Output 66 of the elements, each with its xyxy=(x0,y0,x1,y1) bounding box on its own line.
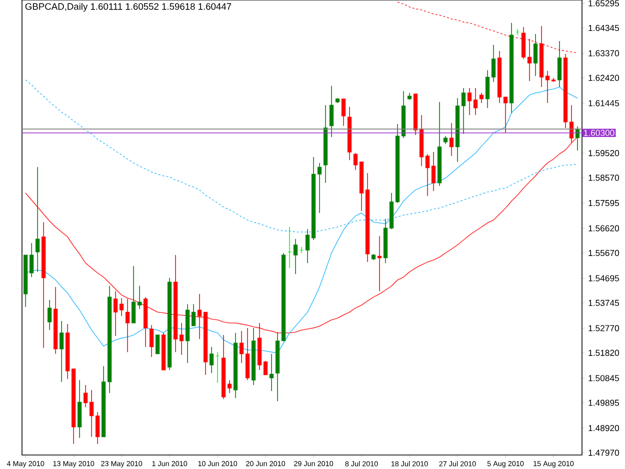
candlestick xyxy=(138,286,142,310)
y-tick-label: 1.51820 xyxy=(588,350,620,356)
candlestick xyxy=(515,28,520,36)
candlestick xyxy=(90,390,94,438)
candlestick xyxy=(84,384,88,408)
y-tick-label: 1.62420 xyxy=(588,74,620,81)
candlestick xyxy=(216,352,220,384)
candlestick xyxy=(467,88,472,116)
candlestick xyxy=(491,44,496,82)
y-tick-label: 1.49895 xyxy=(588,400,620,406)
candlestick xyxy=(30,242,34,278)
candlestick xyxy=(503,96,508,134)
candlestick xyxy=(473,88,478,116)
candlestick xyxy=(239,330,244,364)
candlestick xyxy=(479,92,484,104)
candlestick xyxy=(150,324,154,358)
candlestick xyxy=(305,228,310,264)
line-series xyxy=(397,2,578,54)
candlestick xyxy=(60,320,64,382)
candlestick xyxy=(120,298,124,316)
candlestick xyxy=(317,162,322,214)
y-tick-label: 1.64345 xyxy=(588,24,620,32)
candlestick xyxy=(293,238,298,274)
candlestick xyxy=(461,88,466,134)
candlestick xyxy=(341,98,346,126)
candlestick xyxy=(329,86,334,138)
chart-title: GBPCAD,Daily 1.60111 1.60552 1.59618 1.60447 xyxy=(25,2,232,12)
candlestick xyxy=(485,70,490,108)
candlestick xyxy=(287,226,292,268)
candlestick xyxy=(353,152,358,170)
candlestick xyxy=(557,40,562,88)
y-tick-label: 1.65295 xyxy=(588,0,620,6)
candlestick xyxy=(96,412,100,444)
candlestick xyxy=(192,304,196,326)
candlestick xyxy=(449,122,454,156)
y-tick-label: 1.59520 xyxy=(588,150,620,156)
y-tick-label: 1.55670 xyxy=(588,250,620,256)
candlestick xyxy=(156,334,160,354)
y-tick-label: 1.52770 xyxy=(588,325,620,332)
y-tick-label: 1.57595 xyxy=(588,200,620,206)
candlestick xyxy=(269,353,274,392)
candlestick xyxy=(425,154,430,196)
candlestick xyxy=(545,70,550,104)
candlestick xyxy=(126,298,130,352)
candlestick xyxy=(198,294,202,340)
y-tick-label: 1.48920 xyxy=(588,425,620,432)
candlestick xyxy=(132,266,136,324)
candlestick xyxy=(527,38,532,82)
candlestick xyxy=(263,360,268,376)
y-tick-label: 1.47970 xyxy=(588,450,620,456)
candlestick xyxy=(48,300,52,330)
candlestick xyxy=(114,290,118,336)
y-tick-label: 1.50845 xyxy=(588,375,620,382)
y-tick-label: 1.54695 xyxy=(588,275,620,282)
candlestick xyxy=(533,34,538,76)
candlestick xyxy=(180,322,184,356)
ref-line-label: 1.60300 xyxy=(584,130,614,136)
y-tick-label: 1.61445 xyxy=(588,100,620,106)
y-tick-label: 1.53745 xyxy=(588,300,620,306)
y-tick-label: 1.58570 xyxy=(588,174,620,181)
y-tick-label: 1.63370 xyxy=(588,50,620,56)
y-tick-label: 1.56620 xyxy=(588,225,620,232)
candlestick xyxy=(36,166,40,272)
candlestick xyxy=(210,346,214,374)
candlestick xyxy=(228,380,232,394)
candlestick xyxy=(431,152,436,192)
